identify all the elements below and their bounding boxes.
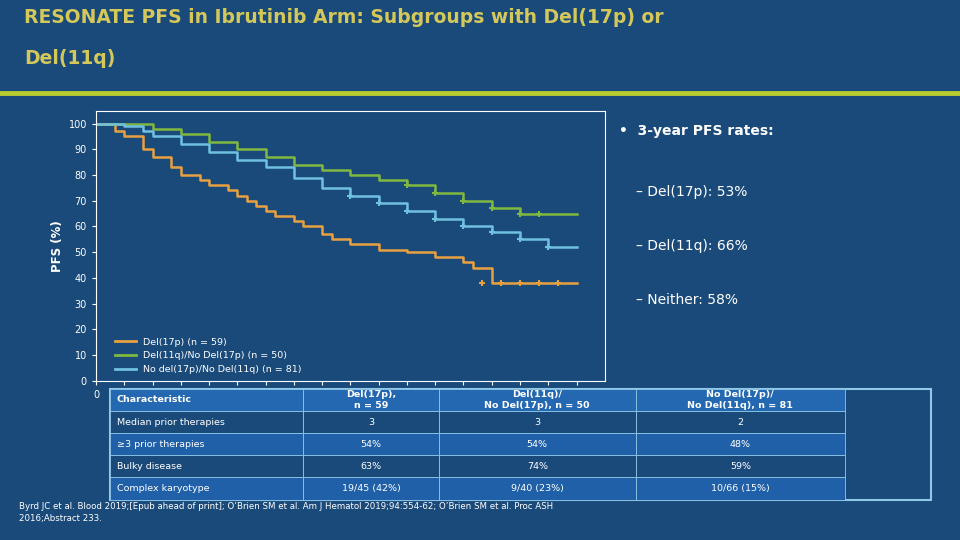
Text: Del(11q)/
No Del(17p), n = 50: Del(11q)/ No Del(17p), n = 50	[485, 390, 590, 409]
Text: Characteristic: Characteristic	[117, 395, 192, 404]
Text: No Del(17p)/
No Del(11q), n = 81: No Del(17p)/ No Del(11q), n = 81	[687, 390, 793, 409]
Text: 3: 3	[368, 417, 374, 427]
Text: Complex karyotype: Complex karyotype	[117, 484, 209, 493]
Text: 9/40 (23%): 9/40 (23%)	[511, 484, 564, 493]
Text: – Del(11q): 66%: – Del(11q): 66%	[636, 239, 747, 253]
Bar	[439, 389, 636, 411]
Text: •  3-year PFS rates:: • 3-year PFS rates:	[619, 124, 774, 138]
Bar	[439, 433, 636, 455]
X-axis label: Time (months): Time (months)	[299, 406, 402, 419]
Bar	[439, 455, 636, 477]
Text: Byrd JC et al. Blood 2019;[Epub ahead of print]; O’Brien SM et al. Am J Hematol : Byrd JC et al. Blood 2019;[Epub ahead of…	[19, 502, 553, 523]
Bar	[636, 455, 845, 477]
Y-axis label: PFS (%): PFS (%)	[52, 220, 64, 272]
Text: 74%: 74%	[527, 462, 548, 471]
Text: RESONATE PFS in Ibrutinib Arm: Subgroups with Del(17p) or: RESONATE PFS in Ibrutinib Arm: Subgroups…	[24, 8, 663, 27]
Text: 10/66 (15%): 10/66 (15%)	[711, 484, 770, 493]
Text: 3: 3	[534, 417, 540, 427]
Bar	[636, 477, 845, 500]
Bar	[110, 477, 303, 500]
Text: – Del(17p): 53%: – Del(17p): 53%	[636, 185, 747, 199]
Bar	[636, 389, 845, 411]
Text: Median prior therapies: Median prior therapies	[117, 417, 225, 427]
Bar	[303, 411, 439, 433]
Bar	[110, 455, 303, 477]
Bar	[110, 389, 303, 411]
Text: 54%: 54%	[361, 440, 381, 449]
Bar	[303, 455, 439, 477]
Text: 2: 2	[737, 417, 743, 427]
Text: 19/45 (42%): 19/45 (42%)	[342, 484, 400, 493]
Legend: Del(17p) (n = 59), Del(11q)/No Del(17p) (n = 50), No del(17p)/No Del(11q) (n = 8: Del(17p) (n = 59), Del(11q)/No Del(17p) …	[111, 334, 305, 378]
Text: – Neither: 58%: – Neither: 58%	[636, 293, 737, 307]
Bar	[303, 477, 439, 500]
Bar	[303, 433, 439, 455]
Text: 54%: 54%	[527, 440, 548, 449]
Bar	[439, 477, 636, 500]
Bar	[303, 389, 439, 411]
Bar	[439, 411, 636, 433]
Text: 48%: 48%	[730, 440, 751, 449]
Bar	[110, 433, 303, 455]
Bar	[636, 433, 845, 455]
Text: Del(11q): Del(11q)	[24, 49, 115, 68]
Bar	[110, 411, 303, 433]
Text: 63%: 63%	[360, 462, 381, 471]
Bar	[636, 411, 845, 433]
Text: Del(17p),
n = 59: Del(17p), n = 59	[346, 390, 396, 409]
Text: 59%: 59%	[730, 462, 751, 471]
Text: ≥3 prior therapies: ≥3 prior therapies	[117, 440, 204, 449]
Text: Bulky disease: Bulky disease	[117, 462, 182, 471]
